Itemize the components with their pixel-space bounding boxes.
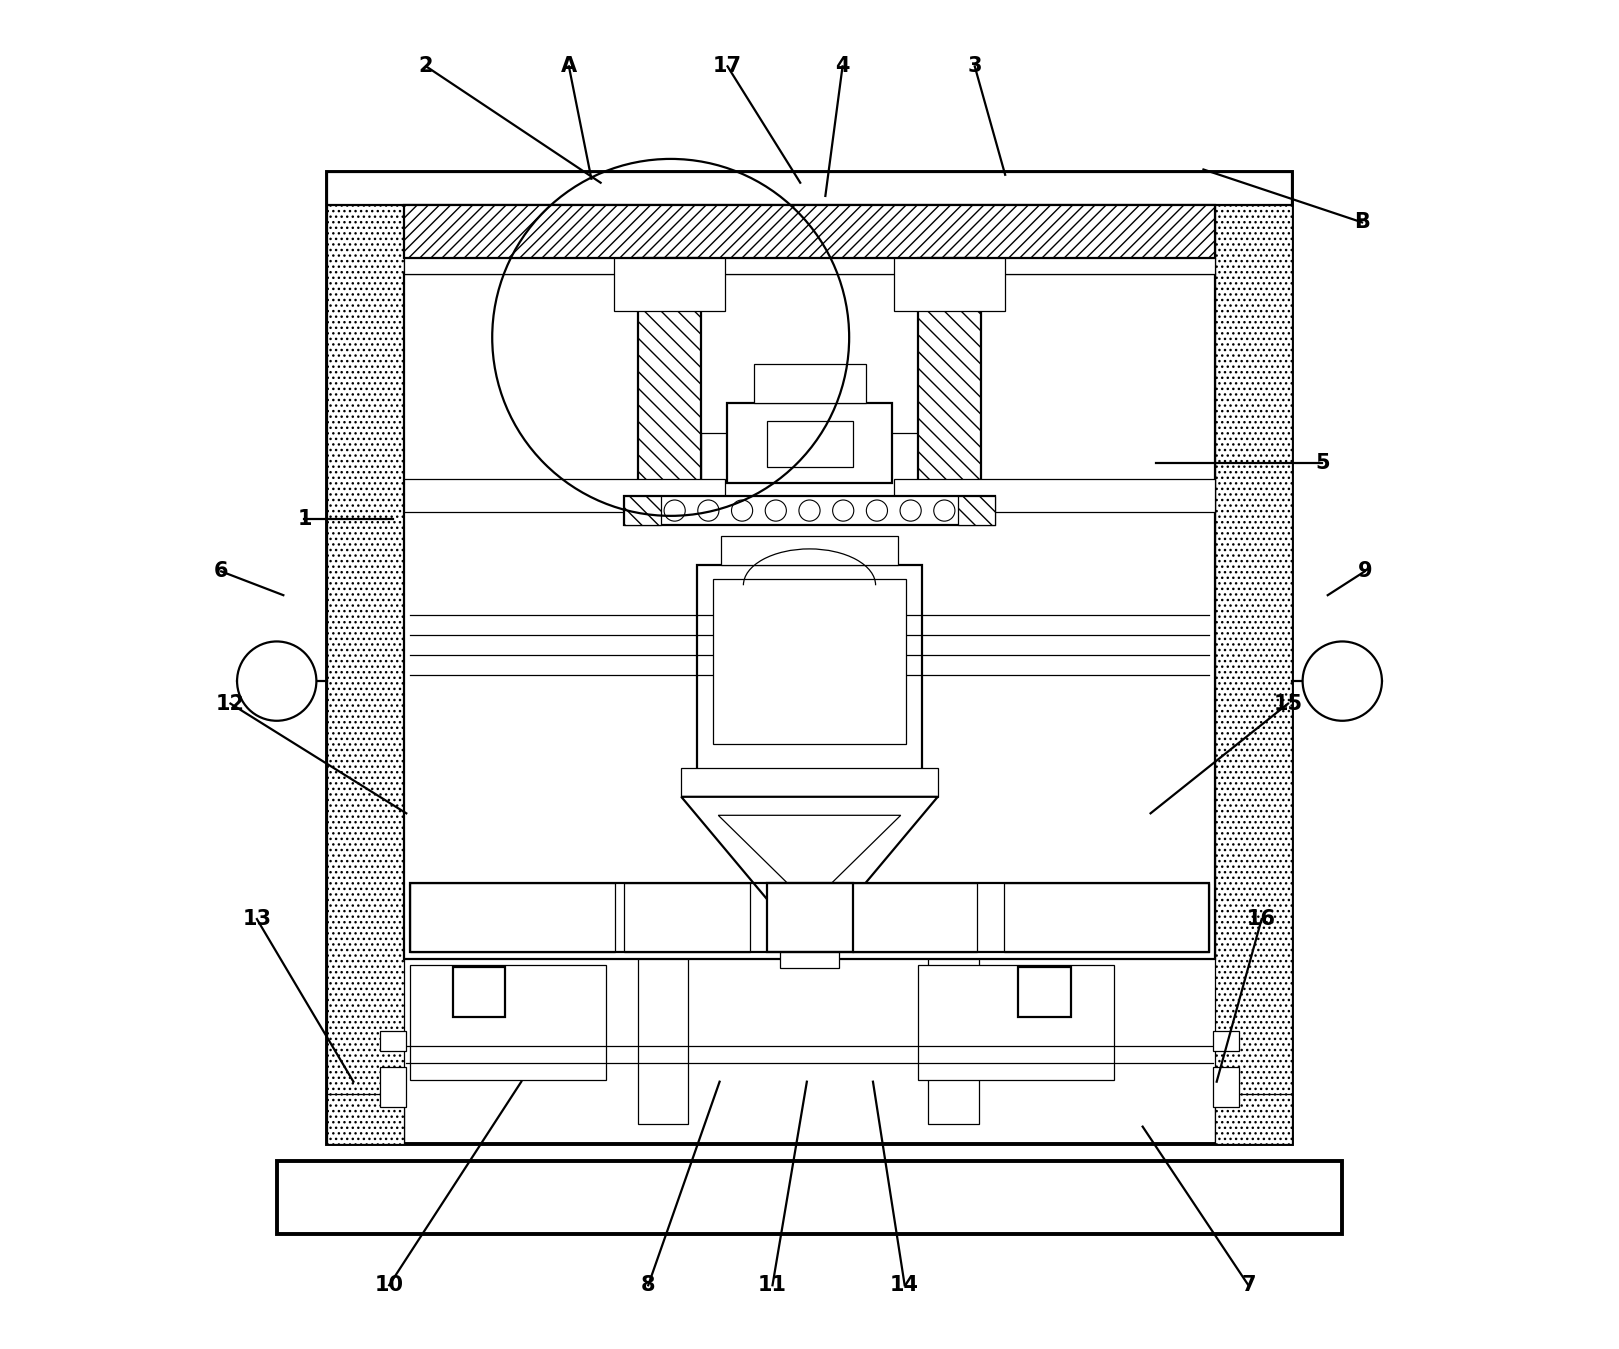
Bar [1216,173,1292,1144]
Bar [1213,1067,1239,1106]
Bar [767,421,853,467]
Bar [327,1094,403,1144]
Text: 6: 6 [214,561,228,581]
Circle shape [866,500,887,521]
Bar [625,496,662,525]
Bar [410,884,1209,952]
Text: 10: 10 [374,1275,403,1295]
Circle shape [900,500,921,521]
Bar [792,902,827,939]
Text: 16: 16 [1247,909,1276,929]
Text: 3: 3 [968,57,983,77]
Bar [1213,1032,1239,1051]
Bar [797,919,822,939]
Bar [403,274,1216,959]
Bar [682,768,937,797]
Bar [403,479,725,511]
Bar [403,258,1216,274]
Bar [380,1067,406,1106]
Circle shape [698,500,719,521]
Text: 15: 15 [1274,693,1303,714]
Circle shape [832,500,853,521]
Bar [894,479,1216,511]
Bar [918,258,981,496]
Bar [712,579,907,743]
Bar [957,496,994,525]
Bar [698,565,921,770]
Bar [403,205,1216,258]
Text: 17: 17 [712,57,742,77]
Bar [327,173,1292,1144]
Text: 13: 13 [243,909,272,929]
Bar [410,884,615,952]
Circle shape [1303,642,1383,720]
Text: 1: 1 [298,509,312,529]
Text: 8: 8 [641,1275,656,1295]
Bar [767,884,853,952]
Text: 2: 2 [419,57,434,77]
Bar [277,1161,1342,1234]
Bar [453,967,505,1017]
Bar [327,173,403,1144]
Text: 4: 4 [835,57,850,77]
Bar [380,1032,406,1051]
Circle shape [798,500,821,521]
Polygon shape [682,797,937,902]
Bar [720,537,899,565]
Bar [614,258,725,312]
Circle shape [934,500,955,521]
Bar [410,966,606,1081]
Bar [780,935,839,969]
Bar [928,959,979,1124]
Circle shape [732,500,753,521]
Text: B: B [1353,212,1370,232]
Circle shape [766,500,787,521]
Bar [625,496,994,525]
Bar [1216,1094,1292,1144]
Bar [754,364,866,403]
Bar [638,959,688,1124]
Text: 11: 11 [758,1275,787,1295]
Bar [727,403,892,483]
Text: 9: 9 [1357,561,1371,581]
Text: 5: 5 [1315,453,1329,473]
Polygon shape [719,815,900,884]
Bar [1004,884,1209,952]
Text: 12: 12 [215,693,244,714]
Bar [625,884,750,952]
Bar [894,258,1005,312]
Bar [918,966,1114,1081]
Bar [638,258,701,496]
Bar [1018,967,1072,1017]
Bar [852,884,978,952]
Bar [327,173,1292,205]
Bar [701,433,918,496]
Text: 14: 14 [890,1275,920,1295]
Circle shape [236,642,316,720]
Text: 7: 7 [1242,1275,1256,1295]
Circle shape [664,500,685,521]
Text: A: A [560,57,576,77]
